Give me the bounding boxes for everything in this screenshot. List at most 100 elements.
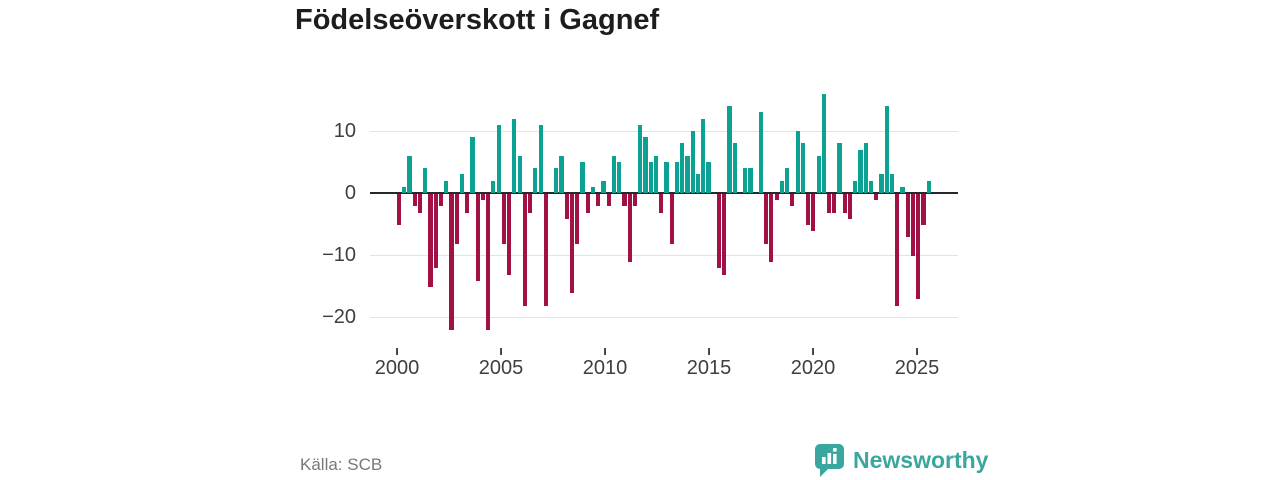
bar-2001-q1 — [417, 194, 423, 213]
bar-2020-q3 — [826, 194, 832, 213]
bar-2009-q4 — [601, 180, 606, 193]
bar-2000-q3 — [407, 155, 412, 193]
bar-2019-q1 — [795, 131, 800, 193]
bar-2004-q4 — [496, 124, 501, 193]
x-axis-label: 2025 — [894, 357, 940, 379]
bar-2013-q4 — [685, 155, 690, 193]
bar-2020-q1 — [816, 155, 821, 193]
bar-2021-q3 — [847, 194, 853, 219]
bar-2005-q1 — [501, 194, 506, 244]
bar-2015-q2 — [716, 194, 722, 269]
bar-2018-q3 — [785, 168, 790, 193]
bar-2012-q4 — [664, 162, 669, 193]
bar-2016-q1 — [732, 143, 737, 193]
bar-2014-q1 — [690, 131, 695, 193]
bar-2002-q3 — [449, 194, 454, 331]
plot-area: 10 0 −10 −20 2000 2005 2010 2015 2020 2025 — [322, 93, 958, 379]
bar-2000-q1 — [396, 194, 402, 225]
bar-2003-q2 — [465, 194, 470, 213]
bar-2003-q1 — [459, 174, 465, 193]
bar-2023-q2 — [884, 106, 889, 193]
x-axis-label: 2005 — [478, 357, 524, 379]
bar-2020-q4 — [832, 194, 837, 213]
x-axis-label: 2020 — [790, 357, 836, 379]
bar-2015-q3 — [722, 194, 727, 275]
bar-2022-q2 — [863, 143, 868, 193]
bar-2004-q2 — [486, 194, 491, 331]
bar-2023-q1 — [879, 174, 884, 193]
x-axis-tick — [604, 348, 606, 355]
bar-2000-q2 — [402, 186, 407, 193]
bar-2000-q4 — [412, 194, 417, 207]
x-axis-tick — [500, 348, 502, 355]
bar-2006-q3 — [533, 168, 538, 193]
bar-2010-q1 — [606, 194, 611, 207]
bar-2011-q2 — [632, 194, 638, 207]
x-axis-label: 2015 — [686, 357, 732, 379]
bar-2006-q2 — [528, 194, 533, 213]
y-axis-label: 0 — [344, 182, 356, 204]
source-text: Källa: SCB — [300, 455, 383, 474]
bar-2003-q3 — [470, 137, 475, 193]
bar-2003-q4 — [475, 194, 480, 281]
bar-2023-q4 — [895, 194, 900, 306]
bar-2001-q2 — [423, 168, 428, 193]
x-axis-label: 2000 — [374, 357, 420, 379]
bar-2024-q2 — [905, 194, 910, 238]
bar-2020-q2 — [821, 93, 826, 193]
bar-2021-q2 — [842, 194, 847, 213]
bar-2002-q4 — [454, 194, 459, 244]
bar-2019-q2 — [800, 143, 805, 193]
bar-2014-q3 — [701, 118, 706, 193]
bar-2009-q3 — [596, 194, 601, 207]
bar-2016-q4 — [748, 168, 753, 193]
bar-2009-q1 — [585, 194, 590, 213]
chart-title: Födelseöverskott i Gagnef — [295, 4, 660, 36]
bar-2011-q1 — [627, 194, 632, 263]
bar-2006-q1 — [522, 194, 527, 306]
bar-2018-q1 — [774, 194, 779, 201]
bar-2010-q4 — [622, 194, 627, 207]
x-axis-label: 2010 — [582, 357, 628, 379]
bar-2025-q2 — [926, 180, 931, 193]
bar-2018-q2 — [779, 180, 784, 193]
bar-2024-q4 — [916, 194, 921, 300]
bar-2022-q4 — [874, 194, 879, 201]
bar-2023-q3 — [889, 174, 895, 193]
bar-2019-q4 — [811, 194, 816, 232]
x-axis-tick — [916, 348, 918, 355]
x-axis-tick — [708, 348, 710, 355]
bar-2021-q4 — [853, 180, 858, 193]
bar-2012-q2 — [653, 155, 659, 193]
bar-2014-q4 — [706, 162, 711, 193]
bar-2006-q4 — [538, 124, 543, 193]
bar-2010-q3 — [617, 162, 622, 193]
x-axis-tick — [812, 348, 814, 355]
bar-2001-q4 — [433, 194, 438, 269]
bar-2002-q2 — [444, 180, 449, 193]
bar-2017-q2 — [758, 112, 763, 193]
bar-2009-q2 — [590, 186, 596, 193]
bar-2013-q1 — [669, 194, 674, 244]
bar-2024-q3 — [910, 194, 916, 256]
bar-2008-q3 — [575, 194, 580, 244]
bar-2012-q3 — [659, 194, 664, 213]
bar-2013-q2 — [674, 162, 680, 193]
bar-2008-q2 — [569, 194, 575, 294]
bar-2018-q4 — [790, 194, 795, 207]
gridline — [370, 255, 958, 256]
bar-2005-q2 — [507, 194, 512, 275]
bar-2007-q4 — [559, 155, 564, 193]
bar-2011-q4 — [643, 137, 648, 193]
bar-2010-q2 — [611, 155, 617, 193]
bar-2025-q1 — [921, 194, 926, 225]
bar-2012-q1 — [648, 162, 653, 193]
y-axis-label: 10 — [333, 120, 356, 142]
newsworthy-logo[interactable]: Newsworthy — [814, 442, 988, 478]
bar-2005-q4 — [517, 155, 522, 193]
bar-2011-q3 — [638, 124, 643, 193]
bar-2007-q3 — [554, 168, 559, 193]
bar-2013-q3 — [680, 143, 685, 193]
bar-2017-q4 — [769, 194, 774, 263]
x-axis-tick — [396, 348, 398, 355]
